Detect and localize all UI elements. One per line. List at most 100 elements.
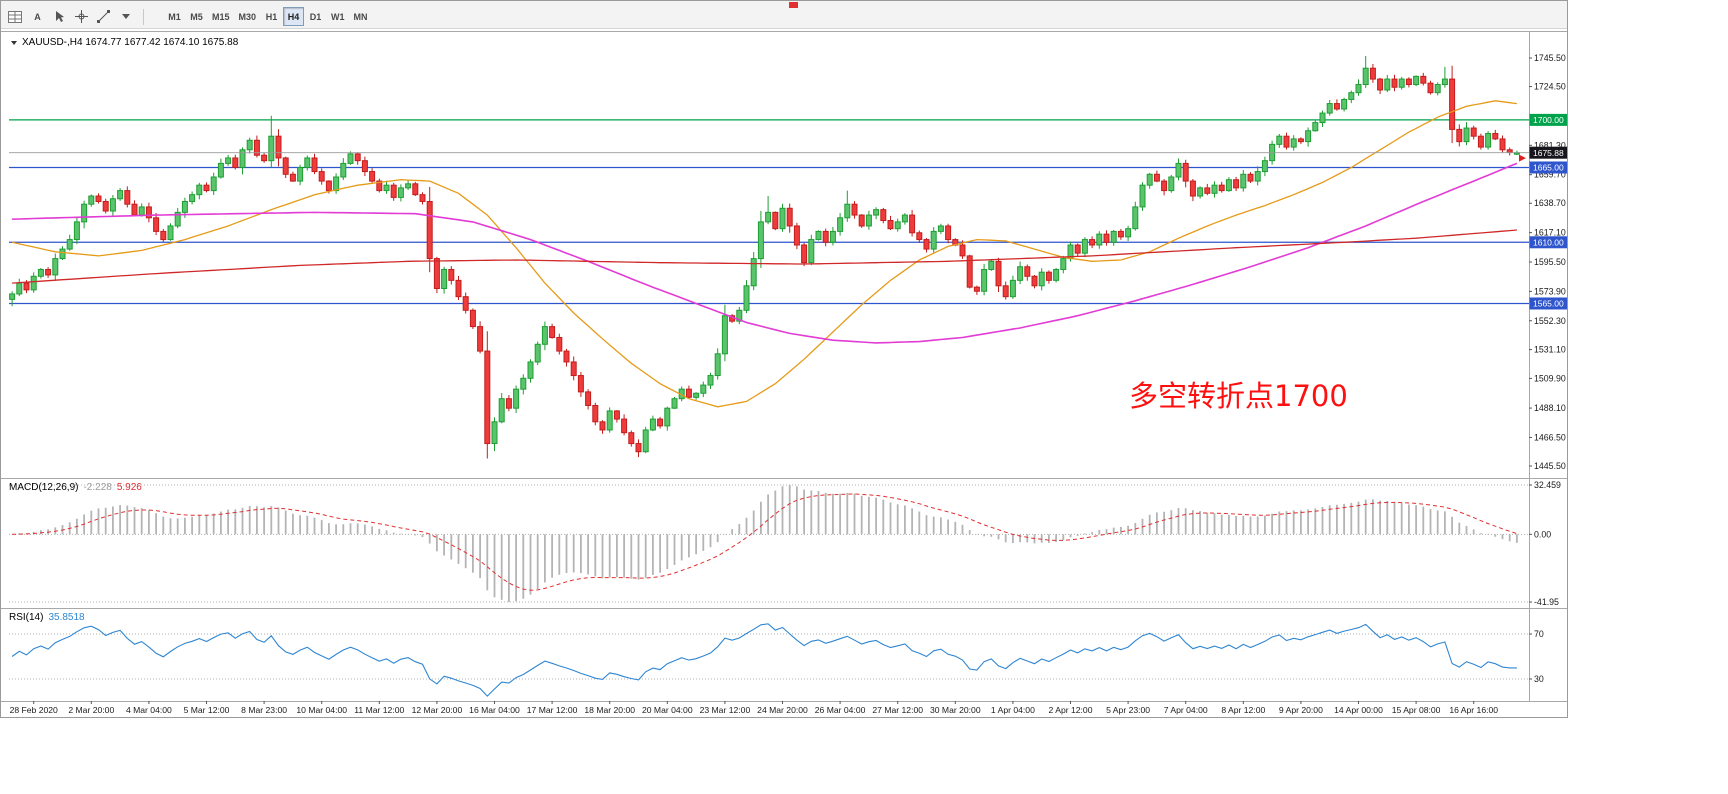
current-price-badge bbox=[1529, 146, 1567, 159]
svg-text:7 Apr 04:00: 7 Apr 04:00 bbox=[1164, 705, 1208, 715]
trendline-tool-button[interactable] bbox=[93, 7, 114, 26]
price-scale[interactable]: 1745.50 1724.50 1681.30 1659.70 1638.70 1617.… bbox=[1529, 53, 1567, 471]
svg-text:-41.95: -41.95 bbox=[1534, 597, 1559, 607]
svg-text:1595.50: 1595.50 bbox=[1534, 257, 1566, 267]
macd-name: MACD(12,26,9) bbox=[9, 482, 79, 493]
svg-text:1675.88: 1675.88 bbox=[1533, 148, 1564, 158]
crosshair-tool-button[interactable] bbox=[71, 7, 92, 26]
cursor-icon bbox=[56, 11, 64, 22]
macd-scale[interactable]: 32.459 0.00 -41.95 bbox=[1529, 480, 1561, 607]
svg-text:1681.30: 1681.30 bbox=[1534, 140, 1566, 150]
timeframe-button-m30[interactable]: M30 bbox=[238, 11, 257, 22]
svg-text:1617.10: 1617.10 bbox=[1534, 228, 1566, 238]
svg-text:1509.90: 1509.90 bbox=[1534, 373, 1566, 383]
symbol-dropdown-icon[interactable] bbox=[11, 40, 17, 45]
hline-price-badge bbox=[1529, 161, 1567, 174]
svg-text:1552.30: 1552.30 bbox=[1534, 316, 1566, 326]
toolbar-separator bbox=[143, 9, 144, 25]
rsi-scale[interactable]: 70 30 bbox=[1529, 629, 1544, 684]
svg-text:1565.00: 1565.00 bbox=[1533, 299, 1564, 309]
svg-text:17 Mar 12:00: 17 Mar 12:00 bbox=[527, 705, 578, 715]
svg-text:24 Mar 20:00: 24 Mar 20:00 bbox=[757, 705, 808, 715]
macd-indicator-label: MACD(12,26,9) -2.228 5.926 bbox=[9, 482, 142, 493]
svg-text:16 Mar 04:00: 16 Mar 04:00 bbox=[469, 705, 520, 715]
svg-text:1445.50: 1445.50 bbox=[1534, 461, 1566, 471]
svg-text:1573.90: 1573.90 bbox=[1534, 286, 1566, 296]
macd-panel bbox=[9, 484, 1529, 603]
timeframe-button-d1[interactable]: D1 bbox=[309, 11, 322, 22]
rsi-name: RSI(14) bbox=[9, 612, 44, 623]
svg-text:5 Mar 12:00: 5 Mar 12:00 bbox=[184, 705, 230, 715]
svg-text:8 Mar 23:00: 8 Mar 23:00 bbox=[241, 705, 287, 715]
chart-grid-button[interactable] bbox=[4, 7, 26, 26]
rsi-value: 35.8518 bbox=[48, 612, 85, 623]
dropdown-chevron-icon bbox=[121, 14, 130, 19]
svg-text:1638.70: 1638.70 bbox=[1534, 198, 1566, 208]
timeframe-toolbar: M1 M5 M15 M30 H1 H4 D1 W1 MN bbox=[164, 7, 373, 26]
svg-text:1531.10: 1531.10 bbox=[1534, 345, 1566, 355]
timeframe-button-h4[interactable]: H4 bbox=[283, 7, 305, 26]
svg-text:1 Apr 04:00: 1 Apr 04:00 bbox=[991, 705, 1035, 715]
macd-signal-line bbox=[12, 493, 1518, 591]
time-axis[interactable]: 28 Feb 2020 2 Mar 20:00 4 Mar 04:00 5 Mar 1… bbox=[10, 701, 1499, 715]
svg-text:10 Mar 04:00: 10 Mar 04:00 bbox=[296, 705, 347, 715]
mid-ma-line bbox=[12, 162, 1518, 344]
svg-text:23 Mar 12:00: 23 Mar 12:00 bbox=[700, 705, 751, 715]
timeframe-button-m15[interactable]: M15 bbox=[212, 11, 230, 22]
svg-text:15 Apr 08:00: 15 Apr 08:00 bbox=[1392, 705, 1441, 715]
svg-text:32.459: 32.459 bbox=[1534, 480, 1561, 490]
svg-text:30: 30 bbox=[1534, 674, 1544, 684]
chart-canvas[interactable]: 1745.50 1724.50 1681.30 1659.70 1638.70 1617.… bbox=[1, 1, 1567, 717]
chart-title: XAUUSD-,H4 1674.77 1677.42 1674.10 1675.… bbox=[11, 37, 238, 48]
svg-text:8 Apr 12:00: 8 Apr 12:00 bbox=[1221, 705, 1265, 715]
svg-text:1700.00: 1700.00 bbox=[1533, 115, 1564, 125]
current-price-line bbox=[9, 152, 1529, 162]
svg-text:1665.00: 1665.00 bbox=[1533, 163, 1564, 173]
timeframe-button-mn[interactable]: MN bbox=[353, 11, 368, 22]
annotation-text[interactable]: 多空转折点1700 bbox=[1129, 379, 1348, 413]
horizontal-level-lines[interactable] bbox=[9, 119, 1529, 305]
text-tool-button[interactable]: A bbox=[27, 7, 48, 26]
rsi-panel bbox=[9, 633, 1529, 680]
moving-average-lines bbox=[11, 100, 1518, 408]
svg-text:30 Mar 20:00: 30 Mar 20:00 bbox=[930, 705, 981, 715]
trendline-icon bbox=[97, 10, 110, 23]
macd-signal-value: 5.926 bbox=[116, 482, 142, 493]
svg-text:5 Apr 23:00: 5 Apr 23:00 bbox=[1106, 705, 1150, 715]
timeframe-button-h1[interactable]: H1 bbox=[265, 11, 278, 22]
svg-text:1745.50: 1745.50 bbox=[1534, 53, 1566, 63]
top-toolbar: A bbox=[1, 1, 1567, 29]
mt4-window: 1745.50 1724.50 1681.30 1659.70 1638.70 1617.… bbox=[0, 0, 1568, 718]
cursor-tool-button[interactable] bbox=[49, 7, 70, 26]
slow-ma-line bbox=[12, 229, 1517, 284]
svg-text:1488.10: 1488.10 bbox=[1534, 403, 1566, 413]
hline-price-badge bbox=[1529, 297, 1567, 310]
svg-text:14 Apr 00:00: 14 Apr 00:00 bbox=[1334, 705, 1383, 715]
timeframe-button-m1[interactable]: M1 bbox=[168, 11, 181, 22]
timeframe-button-m5[interactable]: M5 bbox=[190, 11, 203, 22]
rsi-line bbox=[11, 623, 1517, 697]
svg-text:1466.50: 1466.50 bbox=[1534, 432, 1566, 442]
svg-text:28 Feb 2020: 28 Feb 2020 bbox=[10, 705, 58, 715]
macd-main-value: -2.228 bbox=[83, 482, 112, 493]
svg-text:1610.00: 1610.00 bbox=[1533, 237, 1564, 247]
toolbar-dropdown-button[interactable] bbox=[115, 7, 136, 26]
cropped-red-artifact bbox=[789, 2, 798, 8]
svg-text:9 Apr 20:00: 9 Apr 20:00 bbox=[1279, 705, 1323, 715]
svg-text:1724.50: 1724.50 bbox=[1534, 82, 1566, 92]
svg-text:26 Mar 04:00: 26 Mar 04:00 bbox=[815, 705, 866, 715]
svg-text:1659.70: 1659.70 bbox=[1534, 170, 1566, 180]
hline-price-badge bbox=[1529, 236, 1567, 249]
svg-text:16 Apr 16:00: 16 Apr 16:00 bbox=[1449, 705, 1498, 715]
timeframe-button-w1[interactable]: W1 bbox=[331, 11, 345, 22]
chart-grid-icon bbox=[8, 10, 22, 23]
crosshair-icon bbox=[75, 10, 88, 23]
svg-text:0.00: 0.00 bbox=[1534, 529, 1551, 539]
svg-text:11 Mar 12:00: 11 Mar 12:00 bbox=[354, 705, 404, 715]
chart-title-text: XAUUSD-,H4 1674.77 1677.42 1674.10 1675.… bbox=[22, 37, 239, 48]
svg-text:12 Mar 20:00: 12 Mar 20:00 bbox=[412, 705, 463, 715]
rsi-indicator-label: RSI(14) 35.8518 bbox=[9, 612, 85, 623]
trade-arrow-icon bbox=[1519, 154, 1526, 162]
svg-text:4 Mar 04:00: 4 Mar 04:00 bbox=[126, 705, 172, 715]
